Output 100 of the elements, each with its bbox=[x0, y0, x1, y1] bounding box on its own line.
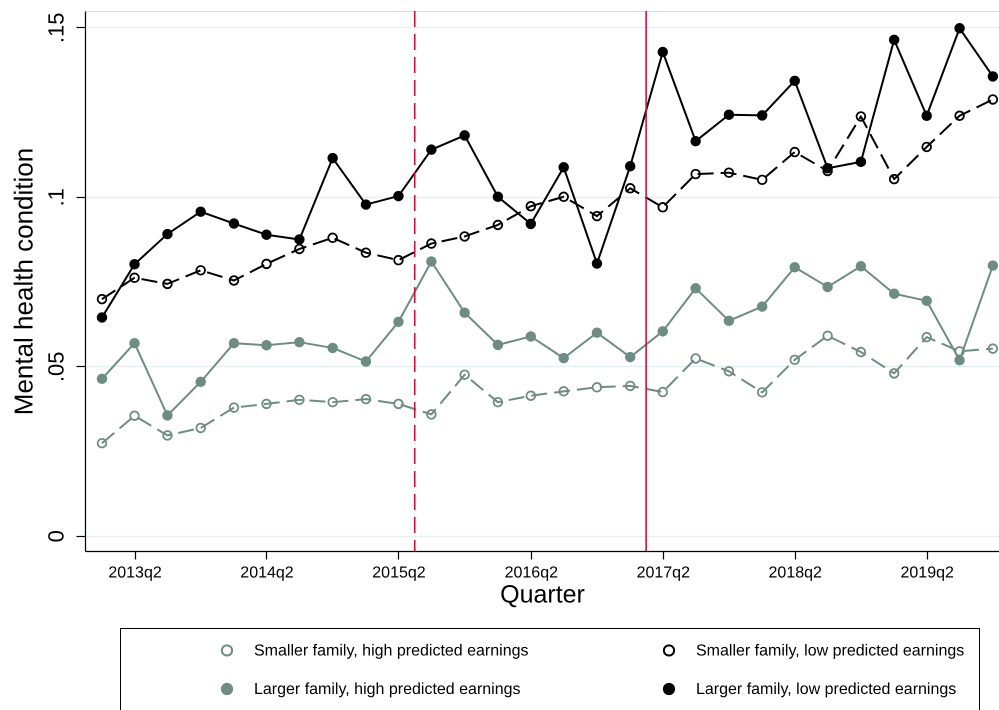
point bbox=[492, 396, 504, 408]
point bbox=[558, 386, 569, 397]
point bbox=[327, 232, 338, 243]
point bbox=[195, 376, 206, 388]
point bbox=[294, 244, 305, 254]
point bbox=[327, 396, 338, 408]
point bbox=[756, 110, 768, 121]
point bbox=[592, 327, 602, 338]
point bbox=[724, 110, 734, 120]
point bbox=[724, 167, 734, 178]
point bbox=[888, 34, 900, 46]
point bbox=[624, 183, 636, 194]
point bbox=[195, 206, 206, 217]
point bbox=[558, 192, 569, 202]
x-tick-label: 2016q2 bbox=[504, 564, 558, 582]
point bbox=[658, 46, 668, 58]
point bbox=[195, 422, 206, 434]
point bbox=[558, 352, 569, 364]
point bbox=[228, 402, 240, 413]
point bbox=[393, 254, 404, 266]
point bbox=[856, 346, 866, 358]
point bbox=[888, 368, 900, 379]
point bbox=[921, 142, 932, 152]
point bbox=[294, 234, 305, 245]
point bbox=[327, 342, 338, 354]
point bbox=[294, 336, 305, 348]
point bbox=[856, 261, 866, 272]
point bbox=[954, 110, 965, 121]
y-tick-label: .1 bbox=[44, 188, 68, 206]
point bbox=[690, 283, 701, 294]
x-tick-label: 2013q2 bbox=[108, 564, 162, 582]
point bbox=[592, 258, 602, 269]
legend-label: Smaller family, low predicted earnings bbox=[696, 642, 964, 660]
point bbox=[856, 111, 866, 122]
x-tick-label: 2017q2 bbox=[636, 564, 690, 582]
y-tick-label: .05 bbox=[44, 351, 68, 382]
point bbox=[789, 262, 800, 272]
point bbox=[526, 390, 536, 401]
point bbox=[658, 326, 668, 337]
point bbox=[294, 394, 305, 406]
x-tick-label: 2015q2 bbox=[372, 564, 426, 582]
y-tick-label: 0 bbox=[44, 530, 68, 542]
point bbox=[228, 338, 240, 348]
point bbox=[426, 409, 437, 420]
y-axis-title: Mental health condition bbox=[8, 148, 38, 416]
point bbox=[756, 301, 768, 312]
point bbox=[624, 161, 636, 172]
point bbox=[228, 275, 240, 286]
point bbox=[360, 394, 372, 404]
point bbox=[988, 94, 998, 105]
point bbox=[492, 192, 504, 202]
point bbox=[129, 272, 140, 283]
point bbox=[393, 316, 404, 328]
point bbox=[526, 331, 536, 342]
point bbox=[690, 353, 701, 364]
point bbox=[96, 438, 108, 448]
point bbox=[261, 340, 272, 350]
point bbox=[756, 387, 768, 398]
point bbox=[988, 71, 998, 82]
point bbox=[526, 218, 536, 230]
point bbox=[822, 330, 833, 341]
point bbox=[856, 156, 866, 168]
point bbox=[921, 332, 932, 342]
point bbox=[393, 190, 404, 202]
point bbox=[162, 228, 173, 240]
point bbox=[988, 260, 998, 271]
point bbox=[592, 210, 602, 222]
point bbox=[162, 410, 173, 421]
point bbox=[789, 76, 800, 86]
point bbox=[162, 278, 173, 290]
point bbox=[558, 162, 569, 172]
point bbox=[921, 296, 932, 306]
point bbox=[360, 356, 372, 367]
point bbox=[724, 366, 734, 377]
point bbox=[822, 163, 833, 174]
point bbox=[261, 398, 272, 410]
point bbox=[129, 259, 140, 270]
point bbox=[756, 174, 768, 186]
point bbox=[195, 265, 206, 276]
point bbox=[426, 144, 437, 155]
x-tick-label: 2019q2 bbox=[900, 564, 954, 582]
point bbox=[954, 354, 965, 366]
point bbox=[658, 202, 668, 212]
point bbox=[327, 152, 338, 164]
point bbox=[459, 130, 470, 141]
point bbox=[360, 199, 372, 210]
point bbox=[658, 386, 668, 398]
point bbox=[96, 374, 108, 384]
point bbox=[921, 110, 932, 121]
point bbox=[690, 168, 701, 180]
point bbox=[526, 201, 536, 212]
legend-label: Smaller family, high predicted earnings bbox=[254, 642, 528, 660]
point bbox=[459, 231, 470, 242]
x-axis-title: Quarter bbox=[500, 580, 585, 608]
point bbox=[96, 312, 108, 323]
point bbox=[789, 354, 800, 366]
y-tick-label: .15 bbox=[44, 12, 68, 44]
point bbox=[592, 382, 602, 392]
point bbox=[162, 430, 173, 441]
point bbox=[129, 410, 140, 421]
